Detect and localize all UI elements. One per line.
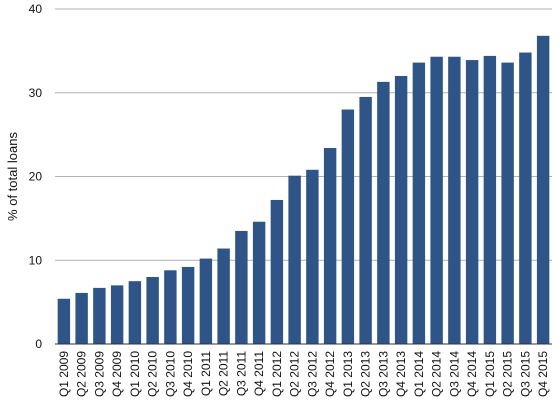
bar bbox=[252, 221, 266, 344]
bar bbox=[483, 55, 497, 345]
x-tick-labels: Q1 2009 Q2 2009 Q3 2009 Q4 2009 Q1 2010 Q2 20… bbox=[57, 351, 550, 397]
bar bbox=[93, 287, 106, 344]
x-tick-label: Q4 2015 bbox=[536, 351, 550, 397]
bar bbox=[341, 109, 355, 344]
bars bbox=[57, 35, 550, 345]
x-tick-label: Q3 2009 bbox=[92, 351, 106, 397]
bar bbox=[448, 56, 461, 345]
bar bbox=[519, 52, 532, 345]
x-tick-label: Q3 2010 bbox=[163, 351, 177, 397]
x-tick-label: Q2 2014 bbox=[430, 351, 444, 397]
x-tick-label: Q4 2011 bbox=[252, 351, 266, 396]
y-tick-labels: 0 10 20 30 40 bbox=[29, 2, 43, 351]
bar bbox=[75, 292, 88, 344]
bar bbox=[235, 230, 248, 344]
x-tick-label: Q2 2012 bbox=[288, 351, 302, 397]
x-tick-label: Q1 2009 bbox=[57, 351, 71, 397]
bar bbox=[217, 248, 230, 344]
x-tick-label: Q2 2011 bbox=[217, 351, 231, 396]
bar bbox=[146, 277, 159, 344]
bar bbox=[465, 60, 479, 345]
bar bbox=[323, 148, 337, 344]
bar bbox=[128, 281, 142, 344]
x-tick-label: Q2 2010 bbox=[146, 351, 160, 397]
bar bbox=[164, 270, 177, 344]
x-tick-label: Q2 2013 bbox=[359, 351, 373, 397]
bar bbox=[394, 76, 408, 344]
x-tick-label: Q1 2011 bbox=[199, 351, 213, 396]
y-tick-label: 20 bbox=[29, 170, 43, 184]
bar bbox=[430, 56, 443, 345]
x-tick-label: Q4 2012 bbox=[323, 351, 337, 397]
y-tick-label: 40 bbox=[29, 2, 43, 16]
x-tick-label: Q3 2012 bbox=[305, 351, 319, 397]
x-tick-label: Q1 2012 bbox=[270, 351, 284, 397]
x-tick-label: Q1 2010 bbox=[128, 351, 142, 397]
bar bbox=[181, 266, 195, 344]
bar bbox=[306, 169, 319, 344]
bar bbox=[199, 258, 213, 344]
y-tick-label: 30 bbox=[29, 86, 43, 100]
bar bbox=[110, 285, 124, 344]
bar bbox=[377, 81, 390, 345]
bar bbox=[359, 96, 372, 344]
x-tick-label: Q1 2013 bbox=[341, 351, 355, 397]
bar bbox=[536, 35, 550, 345]
bar bbox=[501, 62, 514, 344]
y-axis-title: % of total loans bbox=[5, 132, 20, 221]
x-tick-label: Q3 2011 bbox=[234, 351, 248, 396]
x-tick-label: Q2 2009 bbox=[75, 351, 89, 397]
bar bbox=[57, 298, 71, 344]
x-tick-label: Q3 2013 bbox=[376, 351, 390, 397]
x-tick-label: Q3 2014 bbox=[447, 351, 461, 397]
x-tick-label: Q4 2014 bbox=[465, 351, 479, 397]
x-tick-label: Q1 2015 bbox=[483, 351, 497, 397]
x-tick-label: Q3 2015 bbox=[518, 351, 532, 397]
x-tick-label: Q4 2010 bbox=[181, 351, 195, 397]
bar bbox=[412, 62, 426, 344]
y-tick-label: 0 bbox=[35, 337, 42, 351]
x-tick-label: Q2 2015 bbox=[501, 351, 515, 397]
x-tick-label: Q4 2013 bbox=[394, 351, 408, 397]
bar bbox=[270, 199, 284, 344]
bar bbox=[288, 175, 301, 344]
y-tick-label: 10 bbox=[29, 253, 43, 267]
x-tick-label: Q4 2009 bbox=[110, 351, 124, 397]
x-tick-label: Q1 2014 bbox=[412, 351, 426, 397]
